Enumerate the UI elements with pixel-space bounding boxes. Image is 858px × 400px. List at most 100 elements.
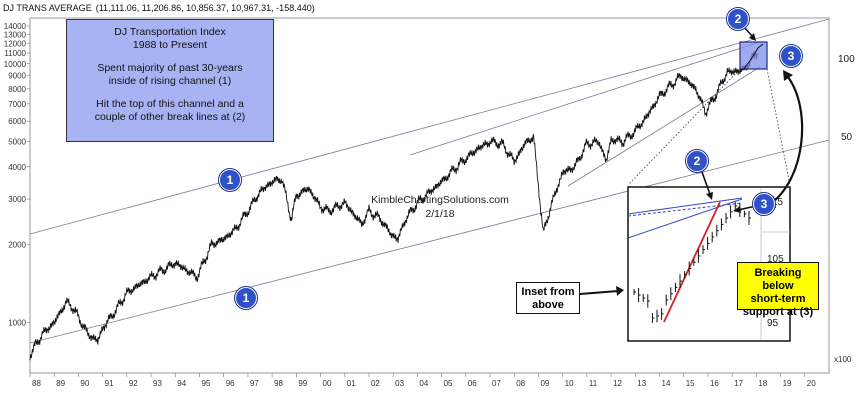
annotation-text-line4: couple of other break lines at (2) xyxy=(94,111,246,123)
support-line2: short-term xyxy=(750,293,806,305)
x-tick-label: 03 xyxy=(395,379,404,388)
x-tick-label: 08 xyxy=(516,379,525,388)
price-series-line xyxy=(29,51,759,361)
x-tick-label: 92 xyxy=(129,379,138,388)
x-tick-label: 01 xyxy=(347,379,356,388)
right-axis-tick-100: 100 xyxy=(838,54,855,65)
y-tick-label: 2000 xyxy=(8,241,26,250)
x-tick-label: 88 xyxy=(32,379,41,388)
break-line-lower xyxy=(567,66,761,187)
x-tick-label: 19 xyxy=(783,379,792,388)
x-tick-label: 94 xyxy=(177,379,186,388)
x-tick-label: 90 xyxy=(80,379,89,388)
right-axis: 100 50 x100 xyxy=(834,54,855,364)
inset-axis-tick-105: 105 xyxy=(767,254,784,265)
y-tick-label: 12000 xyxy=(4,39,27,48)
curved-arrow xyxy=(769,76,804,205)
x-tick-label: 97 xyxy=(250,379,259,388)
y-tick-label: 5000 xyxy=(8,138,26,147)
y-tick-label: 8000 xyxy=(8,85,26,94)
y-tick-label: 7000 xyxy=(8,100,26,109)
inset-connector-left xyxy=(627,68,741,186)
annotation-title-line1: DJ Transportation Index xyxy=(114,26,226,38)
y-tick-label: 9000 xyxy=(8,72,26,81)
inset-trend-blue-3 xyxy=(627,198,743,239)
channel-upper-line xyxy=(29,18,830,235)
marker-3-inset: 3 xyxy=(753,193,775,215)
x-tick-label: 17 xyxy=(734,379,743,388)
ohlc-readout: (11,111.06, 11,206.86, 10,856.37, 10,967… xyxy=(96,3,315,13)
break-line-upper xyxy=(409,41,761,156)
x-tick-label: 05 xyxy=(444,379,453,388)
x-tick-label: 12 xyxy=(613,379,622,388)
support-line1: Breaking below xyxy=(754,267,802,292)
x-tick-label: 91 xyxy=(105,379,114,388)
watermark-site: KimbleChartingSolutions.com xyxy=(371,194,509,206)
inset-trend-blue-1 xyxy=(627,197,743,215)
x-tick-label: 14 xyxy=(662,379,671,388)
arrow-2-inset-head xyxy=(706,192,713,200)
y-axis: 1000 2000 3000 4000 5000 6000 7000 8000 9000 1000… xyxy=(4,22,30,328)
marker-2-inset: 2 xyxy=(686,150,708,172)
annotation-text-line1: Spent majority of past 30-years xyxy=(97,62,243,74)
x-tick-label: 11 xyxy=(589,379,598,388)
x-tick-label: 16 xyxy=(710,379,719,388)
inset-label-arrow-head xyxy=(616,286,624,296)
breakout-price xyxy=(742,43,764,71)
inset-trend-red xyxy=(663,201,721,323)
inset-label-box: Inset from above xyxy=(516,282,580,314)
channel-lower-line xyxy=(29,139,830,344)
y-tick-label: 14000 xyxy=(4,22,27,31)
chart-header: DJ TRANS AVERAGE (11,111.06, 11,206.86, 1… xyxy=(3,3,315,13)
y-tick-label: 4000 xyxy=(8,163,26,172)
arrow-3-inset-head xyxy=(733,206,741,213)
y-tick-label: 3000 xyxy=(8,195,26,204)
y-tick-label: 13000 xyxy=(4,30,27,39)
watermark-date: 2/1/18 xyxy=(425,208,455,220)
curved-arrow-head-upper xyxy=(783,70,793,81)
x-tick-label: 10 xyxy=(565,379,574,388)
inset-connector-right xyxy=(766,68,791,186)
y-tick-label: 6000 xyxy=(8,117,26,126)
inset-label-arrow xyxy=(579,290,619,295)
x-tick-label: 13 xyxy=(637,379,646,388)
x-axis: 88 89 90 91 92 93 94 95 96 97 98 99 00 01 02 03 04 05 06 07… xyxy=(29,373,816,388)
x-tick-label: 93 xyxy=(153,379,162,388)
x-tick-label: 07 xyxy=(492,379,501,388)
x-tick-label: 06 xyxy=(468,379,477,388)
x-tick-label: 98 xyxy=(274,379,283,388)
marker-2-top: 2 xyxy=(727,8,749,30)
inset-axis-tick-115: 115 xyxy=(767,197,783,208)
x-tick-label: 18 xyxy=(758,379,767,388)
right-axis-multiplier: x100 xyxy=(834,355,852,364)
ticker-label: DJ TRANS AVERAGE xyxy=(3,3,92,13)
watermark: KimbleChartingSolutions.com 2/1/18 xyxy=(370,194,510,220)
support-callout: Breaking below short-term support at (3) xyxy=(737,262,819,318)
right-axis-tick-50: 50 xyxy=(841,132,853,143)
x-tick-label: 95 xyxy=(201,379,210,388)
annotation-box: DJ Transportation Index 1988 to Present … xyxy=(66,19,274,142)
inset-axis-tick-95: 95 xyxy=(767,318,779,329)
arrow-2-inset xyxy=(701,171,712,198)
annotation-text-line3: Hit the top of this channel and a xyxy=(96,98,244,110)
y-tick-label: 11000 xyxy=(4,49,26,58)
x-tick-label: 15 xyxy=(686,379,695,388)
marker-1-lower: 1 xyxy=(235,287,257,309)
x-tick-label: 09 xyxy=(540,379,549,388)
arrow-2-top-head xyxy=(749,33,756,41)
x-tick-label: 96 xyxy=(226,379,235,388)
support-line3: support at (3) xyxy=(742,306,814,318)
marker-3-top: 3 xyxy=(780,45,802,67)
x-tick-label: 89 xyxy=(56,379,65,388)
y-tick-label: 10000 xyxy=(4,60,27,69)
annotation-text-line2: inside of rising channel (1) xyxy=(108,75,232,87)
y-tick-label: 1000 xyxy=(8,319,26,328)
annotation-title-line2: 1988 to Present xyxy=(132,39,208,51)
x-tick-label: 00 xyxy=(323,379,332,388)
x-tick-label: 04 xyxy=(419,379,428,388)
inset-label-line2: above xyxy=(532,299,564,311)
x-tick-label: 20 xyxy=(807,379,816,388)
x-tick-label: 02 xyxy=(371,379,380,388)
inset-label-line1: Inset from xyxy=(521,286,575,298)
x-tick-label: 99 xyxy=(298,379,307,388)
